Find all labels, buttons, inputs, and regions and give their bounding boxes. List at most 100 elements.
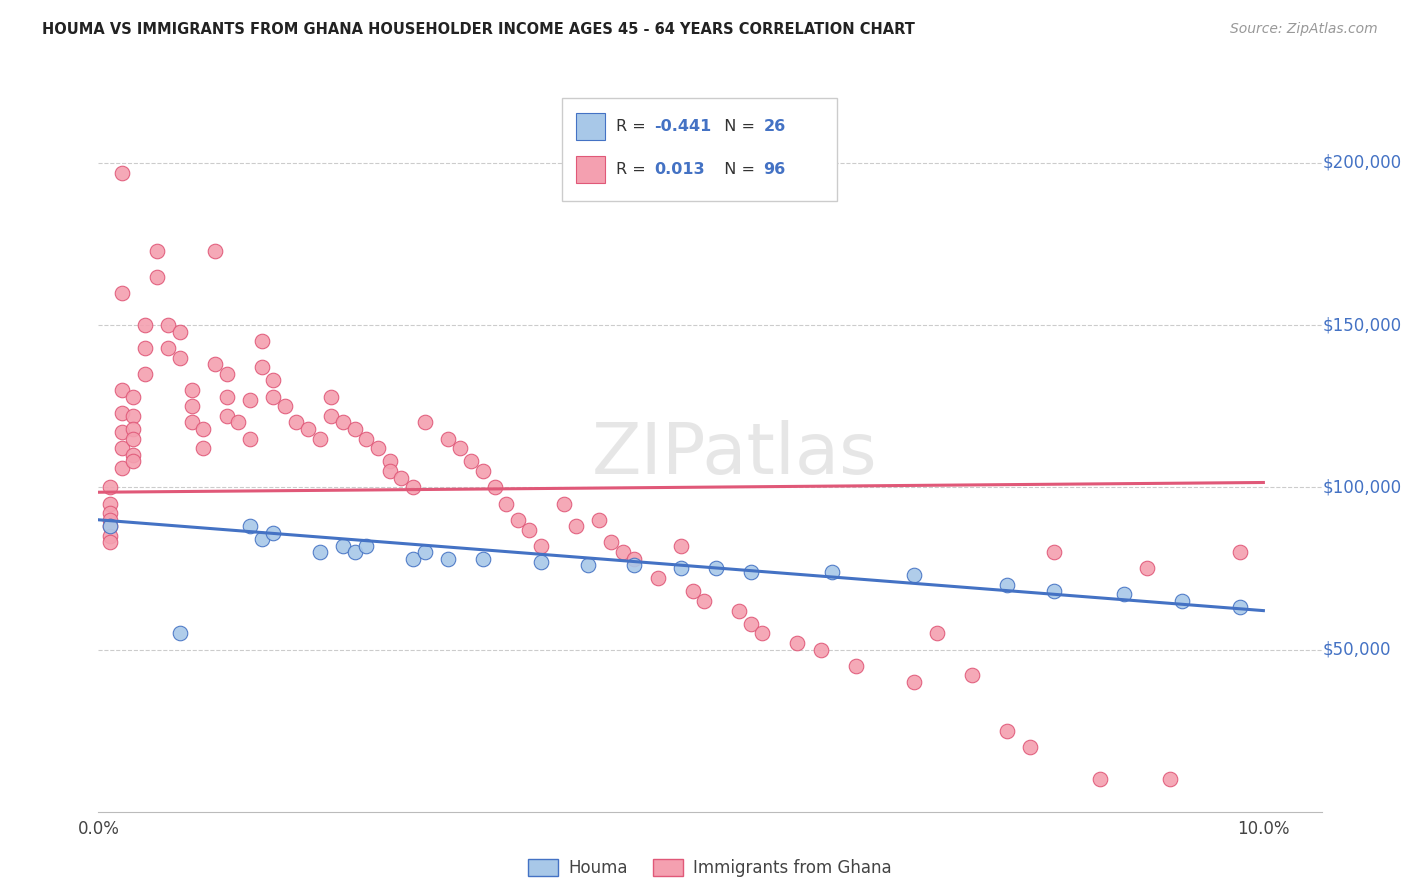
Point xyxy=(356,539,378,553)
Point xyxy=(682,584,704,599)
Point xyxy=(1229,545,1251,559)
Point xyxy=(704,561,727,575)
Point xyxy=(215,390,238,404)
Point xyxy=(903,568,925,582)
Point xyxy=(1171,594,1194,608)
Point xyxy=(1042,545,1064,559)
Point xyxy=(98,519,121,533)
Point xyxy=(1112,587,1135,601)
Point xyxy=(122,422,145,436)
Legend: Houma, Immigrants from Ghana: Houma, Immigrants from Ghana xyxy=(520,851,900,886)
Point xyxy=(356,432,378,446)
Point xyxy=(576,558,599,573)
Point xyxy=(1090,772,1112,787)
Text: N =: N = xyxy=(714,120,761,134)
Point xyxy=(623,551,645,566)
Point xyxy=(669,539,692,553)
Point xyxy=(193,442,215,456)
Point xyxy=(821,565,844,579)
Point xyxy=(285,416,308,430)
Point xyxy=(308,545,330,559)
Point xyxy=(98,513,121,527)
Point xyxy=(389,470,412,484)
Point xyxy=(308,432,330,446)
Text: $200,000: $200,000 xyxy=(1323,154,1402,172)
Point xyxy=(226,416,249,430)
Point xyxy=(134,318,156,333)
Point xyxy=(262,525,284,540)
Point xyxy=(1159,772,1181,787)
Point xyxy=(239,519,262,533)
Point xyxy=(134,341,156,355)
Point xyxy=(122,448,145,462)
Point xyxy=(332,539,354,553)
Point xyxy=(145,269,167,284)
Point xyxy=(262,390,284,404)
Point xyxy=(111,285,134,300)
Point xyxy=(239,432,262,446)
Point xyxy=(960,668,983,682)
Point xyxy=(530,555,553,569)
Point xyxy=(122,432,145,446)
Point xyxy=(612,545,634,559)
Point xyxy=(111,425,134,440)
Point xyxy=(740,565,762,579)
Point xyxy=(98,497,121,511)
Text: 26: 26 xyxy=(763,120,786,134)
Point xyxy=(343,422,366,436)
Point xyxy=(332,416,354,430)
Point xyxy=(169,325,191,339)
Point xyxy=(111,406,134,420)
Point xyxy=(600,535,623,549)
Point xyxy=(111,461,134,475)
Point xyxy=(995,723,1018,738)
Point xyxy=(995,577,1018,591)
Text: 96: 96 xyxy=(763,162,786,177)
Point xyxy=(1042,584,1064,599)
Point xyxy=(262,373,284,387)
Point xyxy=(1136,561,1159,575)
Point xyxy=(215,409,238,423)
Point xyxy=(378,464,401,478)
Point xyxy=(484,480,506,494)
Point xyxy=(437,551,460,566)
Point xyxy=(98,535,121,549)
Text: $150,000: $150,000 xyxy=(1323,316,1402,334)
Point xyxy=(98,480,121,494)
Text: $50,000: $50,000 xyxy=(1323,640,1392,658)
Text: ZIPatlas: ZIPatlas xyxy=(592,420,877,490)
Point xyxy=(693,594,716,608)
Point xyxy=(903,675,925,690)
Point xyxy=(588,513,610,527)
Point xyxy=(669,561,692,575)
Point xyxy=(413,545,436,559)
Point xyxy=(193,422,215,436)
Point xyxy=(98,519,121,533)
Point xyxy=(250,533,273,547)
Point xyxy=(810,642,832,657)
Point xyxy=(250,334,273,349)
Point xyxy=(321,409,343,423)
Text: 0.013: 0.013 xyxy=(654,162,704,177)
Point xyxy=(460,454,482,468)
Point xyxy=(215,367,238,381)
Point xyxy=(786,636,808,650)
Point xyxy=(122,390,145,404)
Text: N =: N = xyxy=(714,162,761,177)
Point xyxy=(122,409,145,423)
Point xyxy=(98,506,121,520)
Point xyxy=(180,399,202,413)
Point xyxy=(647,571,669,585)
Point xyxy=(519,523,541,537)
Point xyxy=(169,626,191,640)
Point xyxy=(449,442,471,456)
Point xyxy=(728,604,751,618)
Point xyxy=(145,244,167,258)
Point xyxy=(157,341,180,355)
Text: Source: ZipAtlas.com: Source: ZipAtlas.com xyxy=(1230,22,1378,37)
Point xyxy=(169,351,191,365)
Point xyxy=(506,513,529,527)
Point xyxy=(553,497,575,511)
Point xyxy=(927,626,949,640)
Text: -0.441: -0.441 xyxy=(654,120,711,134)
